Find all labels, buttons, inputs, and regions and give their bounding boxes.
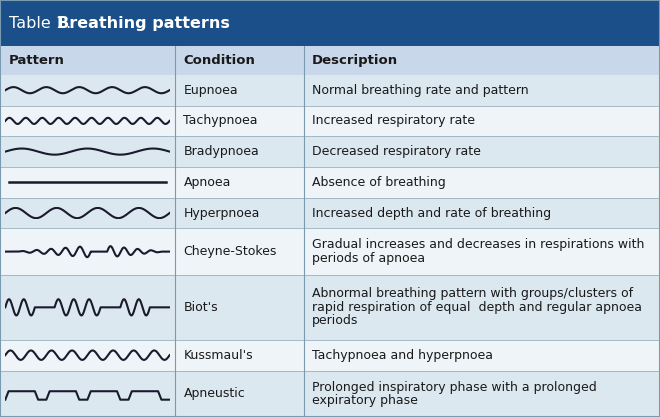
Text: Kussmaul's: Kussmaul's [183, 349, 253, 362]
Text: Description: Description [312, 54, 398, 67]
Text: Condition: Condition [183, 54, 255, 67]
Text: Prolonged inspiratory phase with a prolonged: Prolonged inspiratory phase with a prolo… [312, 381, 597, 394]
Text: Pattern: Pattern [9, 54, 65, 67]
Text: rapid respiration of equal  depth and regular apnoea: rapid respiration of equal depth and reg… [312, 301, 642, 314]
Bar [0, 340, 660, 371]
Text: Tachypnoea and hyperpnoea: Tachypnoea and hyperpnoea [312, 349, 493, 362]
Text: Hyperpnoea: Hyperpnoea [183, 206, 260, 219]
Text: periods: periods [312, 314, 358, 327]
Bar [0, 75, 660, 106]
Bar [0, 136, 660, 167]
Bar [0, 198, 660, 229]
Text: Normal breathing rate and pattern: Normal breathing rate and pattern [312, 84, 529, 97]
Bar [0, 229, 660, 275]
Bar [0, 275, 660, 340]
Text: expiratory phase: expiratory phase [312, 394, 418, 407]
Text: Bradypnoea: Bradypnoea [183, 145, 259, 158]
Text: Breathing patterns: Breathing patterns [57, 16, 230, 31]
Text: Biot's: Biot's [183, 301, 218, 314]
Text: Increased respiratory rate: Increased respiratory rate [312, 114, 475, 127]
Text: Absence of breathing: Absence of breathing [312, 176, 446, 189]
Text: Gradual increases and decreases in respirations with: Gradual increases and decreases in respi… [312, 239, 645, 251]
Bar [0, 46, 660, 75]
Text: Tachypnoea: Tachypnoea [183, 114, 258, 127]
Text: Eupnoea: Eupnoea [183, 84, 238, 97]
Text: Apnoea: Apnoea [183, 176, 231, 189]
Text: Apneustic: Apneustic [183, 387, 246, 400]
Bar [0, 167, 660, 198]
Text: Increased depth and rate of breathing: Increased depth and rate of breathing [312, 206, 551, 219]
Text: periods of apnoea: periods of apnoea [312, 252, 425, 265]
Bar [0, 106, 660, 136]
Bar [0, 371, 660, 417]
Text: Table 1.: Table 1. [9, 16, 76, 31]
Bar [0, 0, 660, 46]
Text: Abnormal breathing pattern with groups/clusters of: Abnormal breathing pattern with groups/c… [312, 287, 634, 301]
Text: Decreased respiratory rate: Decreased respiratory rate [312, 145, 481, 158]
Text: Cheyne-Stokes: Cheyne-Stokes [183, 245, 277, 258]
